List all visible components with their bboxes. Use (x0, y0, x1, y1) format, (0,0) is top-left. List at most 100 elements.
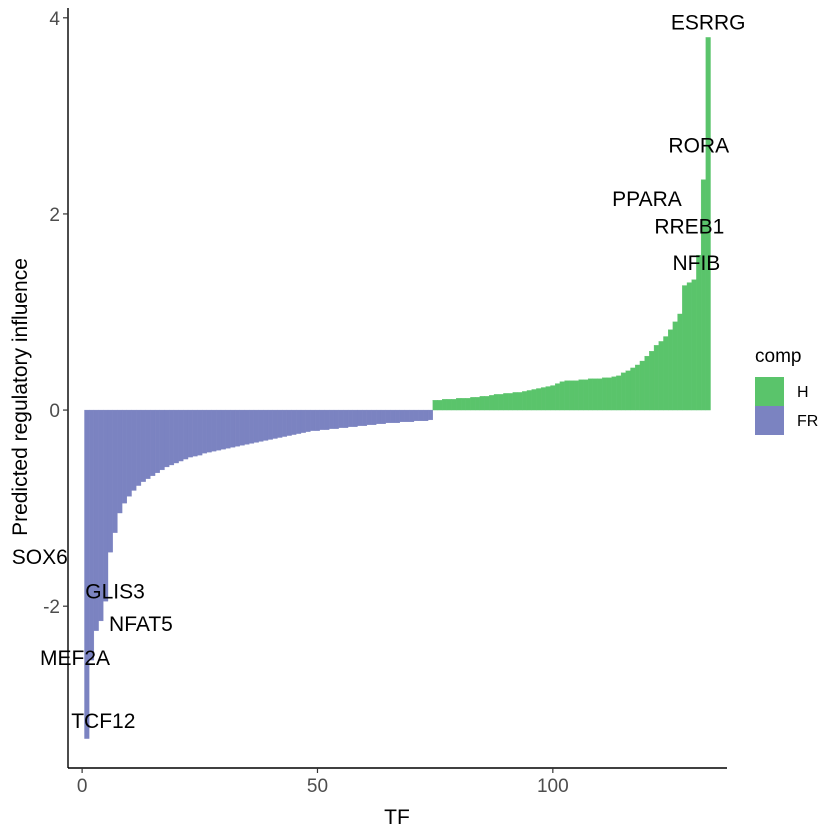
bar (296, 409, 302, 434)
annotation-label: MEF2A (40, 647, 110, 670)
bar (484, 396, 490, 411)
bar (140, 409, 146, 482)
bar (117, 409, 123, 514)
bar (602, 377, 608, 411)
bar (540, 387, 546, 411)
legend-label: FR (797, 413, 818, 430)
bar (202, 409, 208, 454)
y-axis-title: Predicted regulatory influence (9, 258, 32, 536)
bar (587, 378, 593, 411)
bar (493, 394, 499, 411)
bar (371, 409, 377, 425)
bar (282, 409, 288, 437)
bar (635, 364, 641, 411)
bar (418, 409, 424, 422)
bar (225, 409, 231, 449)
legend-key (755, 377, 784, 406)
annotation-label: PPARA (612, 188, 682, 211)
x-tick-label: 50 (307, 776, 328, 797)
bar (682, 285, 688, 411)
y-tick-label: 0 (49, 401, 60, 422)
y-tick-label: -2 (43, 597, 60, 618)
bar (658, 341, 664, 411)
bar (432, 400, 438, 411)
bar (456, 398, 462, 411)
bar (220, 409, 226, 450)
annotation-label: TCF12 (71, 710, 135, 733)
bar (620, 372, 626, 411)
bars-layer (84, 37, 711, 739)
bar (376, 409, 382, 424)
bar (545, 386, 551, 411)
bar (154, 409, 160, 473)
bar (507, 393, 513, 411)
bar (526, 390, 532, 411)
bar (249, 409, 255, 444)
bar (606, 377, 612, 411)
bar (409, 409, 415, 422)
bar (390, 409, 396, 423)
bar (258, 409, 264, 442)
bar (413, 409, 419, 422)
bar (592, 378, 598, 411)
annotation-label: NFAT5 (109, 613, 173, 636)
bar (470, 397, 476, 411)
bar (559, 381, 565, 411)
bar (192, 409, 198, 457)
bar (216, 409, 222, 451)
bar (700, 179, 706, 411)
x-tick-label: 100 (537, 776, 569, 797)
legend: comp H FR (755, 346, 818, 435)
annotation-label: SOX6 (12, 546, 68, 569)
bar (173, 409, 179, 464)
bar (399, 409, 405, 422)
bar (277, 409, 283, 438)
bar (677, 313, 683, 411)
bar (164, 409, 170, 468)
bar (150, 409, 156, 476)
bar (206, 409, 212, 453)
bar (597, 378, 603, 411)
bar (159, 409, 165, 471)
bar (517, 392, 523, 411)
bar (319, 409, 325, 430)
bar (343, 409, 349, 428)
bar (686, 282, 692, 411)
bar (310, 409, 316, 431)
bar (291, 409, 297, 435)
bar (362, 409, 368, 426)
bar (211, 409, 217, 452)
bar (512, 392, 518, 411)
bar (347, 409, 353, 427)
bar (644, 355, 650, 411)
annotation-label: RORA (668, 134, 729, 157)
bar (460, 398, 466, 411)
bar (475, 397, 481, 411)
bar (239, 409, 245, 446)
bar (121, 409, 127, 504)
bar (145, 409, 151, 479)
axes-layer: -2 0 2 4 0 50 100 (43, 8, 727, 797)
bar (380, 409, 386, 424)
bar (550, 385, 556, 411)
bar (272, 409, 278, 439)
bar (324, 409, 330, 430)
bar (169, 409, 175, 466)
bar (668, 329, 674, 411)
bar (653, 345, 659, 411)
bar (253, 409, 259, 443)
x-axis-title: TF (384, 806, 410, 829)
bar (531, 389, 537, 411)
bar (442, 399, 448, 411)
bar (437, 400, 443, 411)
bar (672, 321, 678, 411)
bar (244, 409, 250, 445)
bar (263, 409, 269, 441)
bar (107, 409, 113, 553)
bar (423, 409, 429, 422)
bar (366, 409, 372, 425)
bar (691, 279, 697, 411)
bar (630, 367, 636, 411)
bar (234, 409, 240, 447)
